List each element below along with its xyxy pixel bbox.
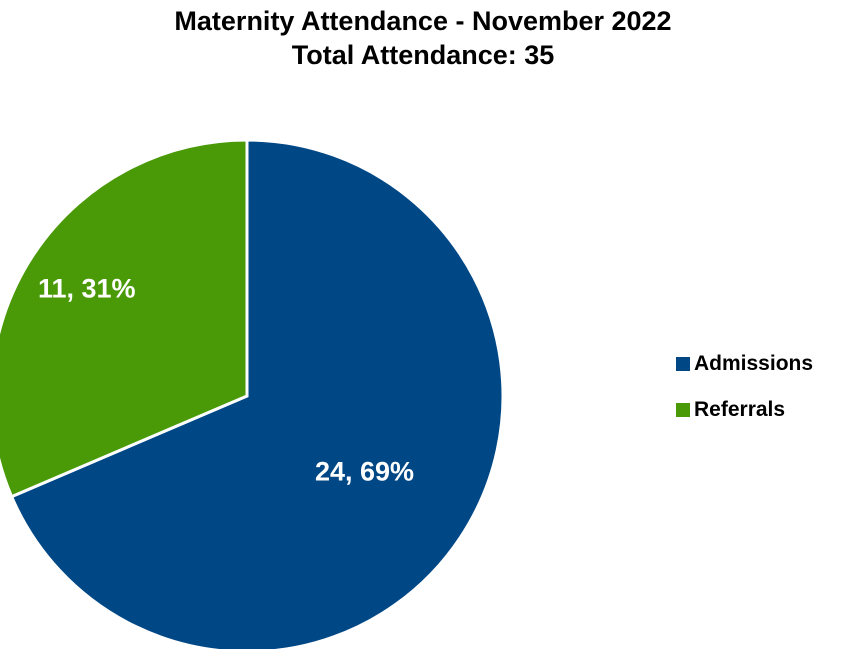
chart-subtitle: Total Attendance: 35 [291,40,555,70]
chart-legend: Admissions Referrals [676,348,813,440]
chart-title-block: Maternity Attendance - November 2022 Tot… [0,4,846,72]
legend-item-admissions: Admissions [676,348,813,380]
pie-slice-admissions [9,138,505,649]
data-label-admissions: 24, 69% [315,457,414,487]
legend-swatch-admissions [676,357,690,371]
legend-item-referrals: Referrals [676,394,813,426]
legend-swatch-referrals [676,403,690,417]
pie-slice-referrals [0,138,249,499]
legend-label-referrals: Referrals [694,398,786,421]
chart-title: Maternity Attendance - November 2022 [174,6,672,36]
legend-label-admissions: Admissions [694,352,814,375]
data-label-referrals: 11, 31% [38,273,136,303]
